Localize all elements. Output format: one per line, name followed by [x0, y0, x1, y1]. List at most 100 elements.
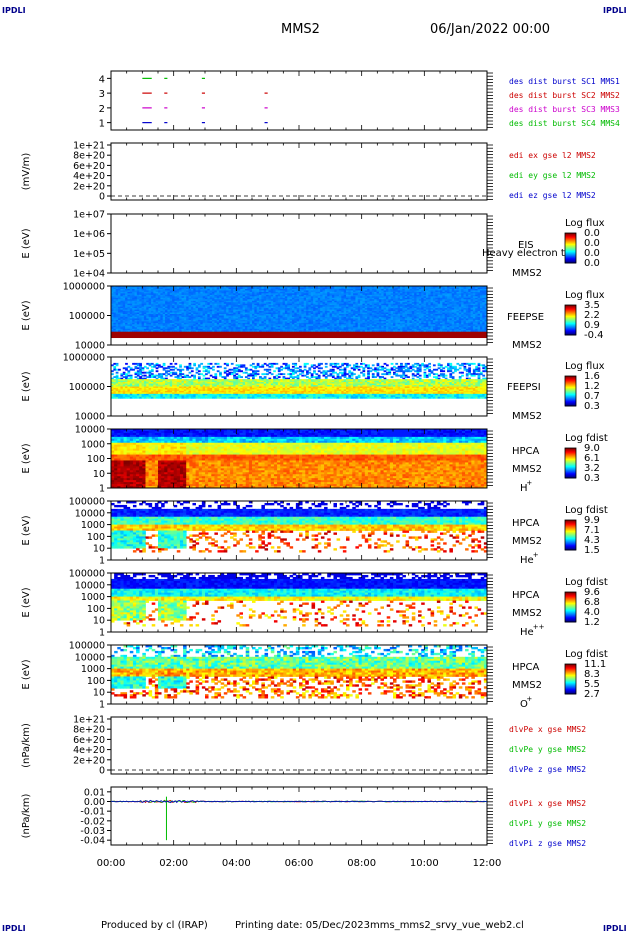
feepse-panel-cell: [259, 290, 262, 293]
feepse-panel-cell: [308, 291, 312, 294]
feepse-panel-cell: [233, 318, 236, 321]
feepse-panel-cell: [331, 297, 335, 300]
feepse-panel-cell: [454, 293, 457, 296]
feepse-panel-cell: [259, 316, 262, 319]
feepse-panel-cell: [190, 297, 194, 300]
feepse-panel-cell: [327, 311, 330, 313]
feepse-panel-cell: [259, 318, 262, 321]
feepse-panel-cell: [437, 296, 441, 299]
feepse-panel-cell: [425, 316, 429, 319]
feepse-panel-cell: [266, 316, 269, 319]
feepse-panel-cell: [383, 327, 387, 330]
feepse-panel-cell: [385, 327, 389, 330]
feepse-panel-cell: [143, 327, 147, 330]
feepse-panel-cell: [310, 315, 314, 318]
feepse-panel-cell: [432, 293, 436, 296]
feepse-panel-cell: [275, 306, 279, 309]
feepse-panel-cell: [440, 309, 443, 312]
feepse-panel-cell: [390, 299, 394, 302]
feepse-panel-cell: [205, 327, 208, 330]
feepse-panel-cell: [176, 286, 180, 288]
feepse-panel-cell: [143, 287, 147, 290]
feepse-panel-cell: [223, 303, 227, 306]
feepse-panel-cell: [268, 303, 272, 306]
feepse-panel-cell: [146, 303, 149, 306]
feepse-panel-cell: [341, 296, 345, 299]
feepse-panel-cell: [320, 321, 323, 324]
feepse-panel-cell: [444, 286, 448, 288]
feepse-panel-cell: [115, 318, 119, 321]
feepse-panel-cell: [125, 312, 128, 315]
feepse-panel-cell: [437, 288, 441, 291]
feepse-panel-cell: [484, 303, 488, 306]
feepse-panel-cell: [247, 306, 251, 309]
feepse-panel-cell: [118, 324, 121, 327]
feepse-panel-cell: [120, 316, 124, 319]
feepse-panel-cell: [273, 322, 276, 325]
feepse-panel-cell: [200, 308, 204, 310]
eis-panel-colorbar-step: [565, 256, 576, 258]
feepse-panel-cell: [270, 309, 274, 312]
feepse-panel-cell: [228, 300, 232, 303]
feepse-panel-cell: [291, 294, 295, 297]
feepse-panel-cell: [113, 294, 117, 297]
feepse-panel-cell: [357, 305, 361, 308]
feepse-panel-cell: [165, 327, 168, 330]
feepse-panel-cell: [223, 316, 227, 319]
feepse-panel-cell: [423, 299, 427, 302]
feepse-panel-cell: [411, 294, 415, 297]
feepse-panel-cell: [118, 321, 121, 324]
feepse-panel-cell: [160, 327, 164, 330]
feepse-panel-cell: [223, 327, 227, 330]
feepse-panel-cell: [259, 309, 262, 312]
feepse-panel-cell: [327, 294, 330, 297]
feepse-panel-cell: [226, 325, 229, 328]
feepse-panel-cell: [153, 314, 157, 316]
feepse-panel-cell: [148, 291, 152, 294]
feepse-panel-cell: [353, 291, 356, 294]
feepse-panel-cell: [350, 324, 354, 327]
feepse-panel-cell: [280, 318, 283, 321]
feepse-panel-cell: [310, 321, 314, 324]
feepse-panel-cell: [376, 290, 380, 293]
feepse-panel-cell: [280, 324, 283, 327]
feepse-panel-cell: [454, 321, 457, 324]
feepse-panel-cell: [430, 297, 434, 300]
feepse-panel-cell: [263, 302, 267, 305]
feepse-panel-cell: [378, 286, 382, 288]
feepse-panel-cell: [315, 294, 319, 297]
feepse-panel-cell: [259, 327, 262, 330]
feepse-panel-cell: [442, 314, 446, 316]
feepse-panel-cell: [259, 291, 262, 294]
feepse-panel-cell: [322, 325, 326, 328]
feepse-panel-cell: [324, 306, 328, 309]
feepse-panel-cell: [235, 288, 239, 291]
feepse-panel-cell: [336, 316, 340, 319]
feepse-panel-cell: [176, 327, 180, 330]
feepse-panel-cell: [190, 291, 194, 294]
feepse-panel-cell: [432, 299, 436, 302]
feepse-panel-cell: [122, 286, 126, 288]
feepse-panel-cell: [447, 316, 450, 319]
feepse-panel-cell: [209, 294, 213, 297]
feepse-panel-cell: [301, 303, 305, 306]
feepse-panel-cell: [153, 311, 157, 313]
feepse-panel-cell: [324, 318, 328, 321]
feepse-panel-cell: [115, 315, 119, 318]
feepse-panel-cell: [324, 321, 328, 324]
feepse-panel-cell: [122, 321, 126, 324]
feepse-panel-cell: [240, 316, 243, 319]
feepse-panel-cell: [263, 305, 267, 308]
feepse-panel-cell: [397, 305, 401, 308]
feepse-panel-cell: [346, 311, 349, 313]
feepse-panel-cell: [381, 293, 384, 296]
feepse-panel-cell: [465, 305, 469, 308]
feepse-panel-cell: [362, 315, 366, 318]
feepse-panel-cell: [324, 309, 328, 312]
feepse-panel-cell: [306, 287, 309, 290]
feepse-panel-cell: [143, 314, 147, 316]
feepse-panel-cell: [334, 300, 337, 303]
feepse-panel-cell: [402, 319, 406, 322]
feepse-panel-cell: [388, 294, 392, 297]
feepse-panel-cell: [141, 308, 145, 310]
